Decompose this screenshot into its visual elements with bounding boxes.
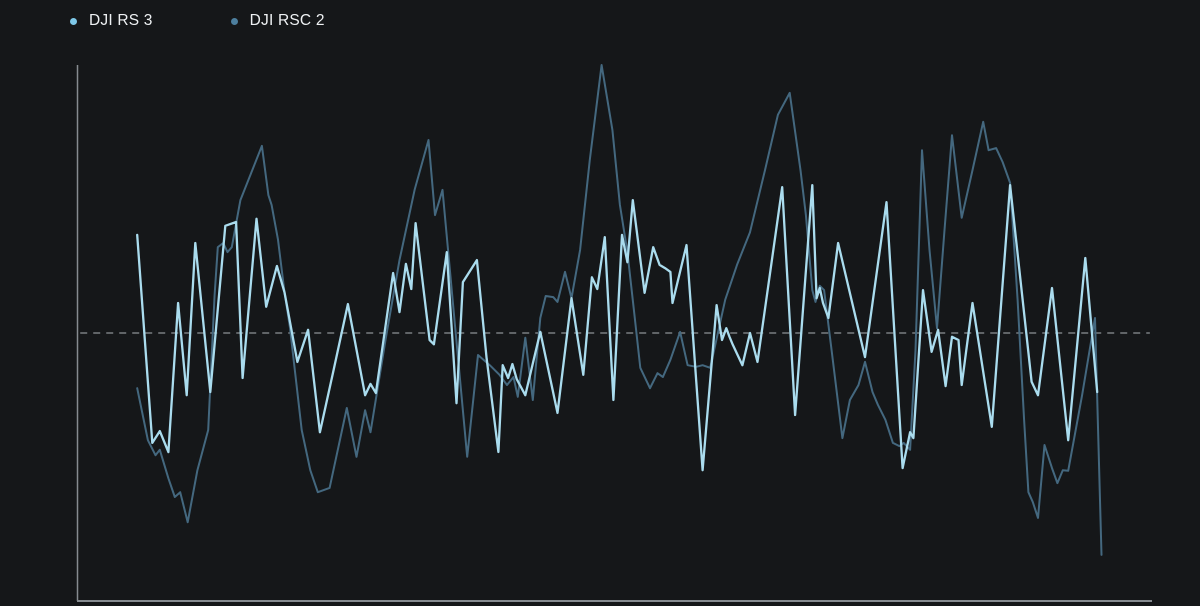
series-color-dot-icon <box>70 17 77 25</box>
series-line-dji-rsc-2 <box>136 64 1103 556</box>
legend-item-dji-rsc-2[interactable]: DJI RSC 2 <box>230 12 325 30</box>
chart-legend: DJI RS 3 DJI RSC 2 <box>70 12 325 30</box>
legend-label: DJI RS 3 <box>89 12 153 29</box>
series-color-dot-icon <box>230 17 238 25</box>
legend-label: DJI RSC 2 <box>249 12 325 29</box>
legend-item-dji-rs-3[interactable]: DJI RS 3 <box>70 12 153 30</box>
series-line-dji-rs-3 <box>136 183 1099 472</box>
